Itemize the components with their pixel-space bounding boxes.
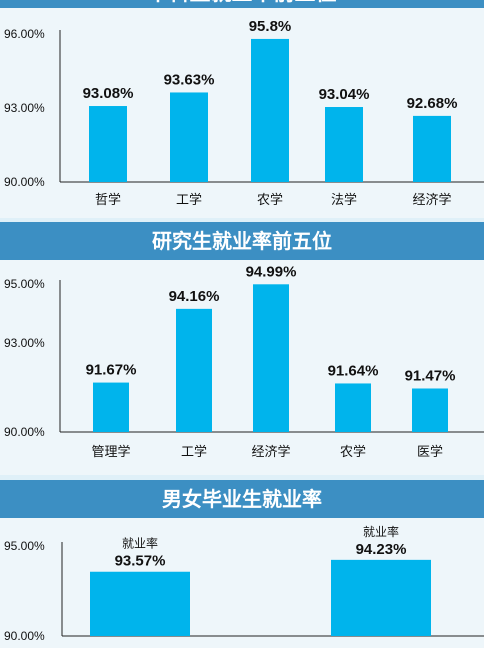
bar-value-label: 94.16% — [169, 288, 220, 305]
chart2-panel: 90.00% 93.00% 95.00% 91.67% 管理学 94.16% 工学 94.99… — [0, 260, 484, 475]
bar — [93, 382, 129, 432]
y-tick-label: 95.00% — [4, 277, 45, 291]
chart1-banner: 本科生就业率前五位 — [0, 0, 484, 8]
chart1-svg: 90.00% 93.00% 96.00% 93.08% 哲学 93.63% 工学 95.8% 农… — [4, 18, 484, 208]
x-category-label: 经济学 — [412, 192, 451, 208]
y-tick-label: 90.00% — [4, 425, 45, 439]
x-category-label: 经济学 — [251, 444, 290, 460]
bar — [412, 388, 448, 432]
bar-value-label: 93.04% — [319, 86, 370, 103]
bar-value-label: 91.64% — [328, 362, 379, 379]
bar — [253, 284, 289, 432]
bar-value-label: 95.8% — [249, 18, 292, 35]
bar — [335, 383, 371, 432]
chart3-banner: 男女毕业生就业率 — [0, 480, 484, 518]
x-category-label: 哲学 — [95, 192, 121, 208]
y-tick-label: 90.00% — [4, 629, 45, 643]
bar — [176, 308, 212, 432]
y-tick-label: 90.00% — [4, 175, 45, 189]
x-category-label: 工学 — [176, 192, 202, 208]
y-tick-label: 95.00% — [4, 539, 45, 553]
bar-value-label: 93.63% — [164, 71, 215, 88]
y-tick-label: 93.00% — [4, 101, 45, 115]
bar-value-label: 93.57% — [115, 553, 166, 570]
bar-value-label: 91.67% — [86, 362, 137, 379]
bar-value-label: 91.47% — [405, 367, 456, 384]
bar-value-label: 92.68% — [407, 95, 458, 112]
chart2-svg: 90.00% 93.00% 95.00% 91.67% 管理学 94.16% 工学 94.99… — [4, 263, 484, 460]
x-category-label: 农学 — [257, 192, 283, 208]
bar-value-label: 93.08% — [83, 85, 134, 102]
bar — [170, 92, 208, 182]
bar-value-label: 94.23% — [356, 541, 407, 558]
chart1-panel: 90.00% 93.00% 96.00% 93.08% 哲学 93.63% 工学 95.8% 农… — [0, 8, 484, 218]
x-category-label: 管理学 — [91, 444, 130, 460]
bar — [325, 107, 363, 182]
bar-value-label: 94.99% — [246, 263, 297, 280]
y-tick-label: 96.00% — [4, 27, 45, 41]
bar — [251, 38, 289, 182]
bar — [90, 571, 190, 636]
x-category-label: 医学 — [417, 444, 443, 460]
y-tick-label: 93.00% — [4, 336, 45, 350]
chart3-svg: 90.00% 95.00% 93.57% 就业率 94.23% 就业率 — [4, 524, 484, 643]
bar — [331, 559, 431, 636]
chart2-banner: 研究生就业率前五位 — [0, 222, 484, 260]
chart3-panel: 90.00% 95.00% 93.57% 就业率 94.23% 就业率 — [0, 518, 484, 648]
x-category-label: 农学 — [340, 444, 366, 460]
bar-sub-label: 就业率 — [363, 524, 399, 539]
x-category-label: 法学 — [331, 192, 357, 208]
bar — [413, 115, 451, 182]
x-category-label: 工学 — [181, 444, 207, 460]
bar — [89, 106, 127, 182]
bar-sub-label: 就业率 — [122, 536, 158, 551]
